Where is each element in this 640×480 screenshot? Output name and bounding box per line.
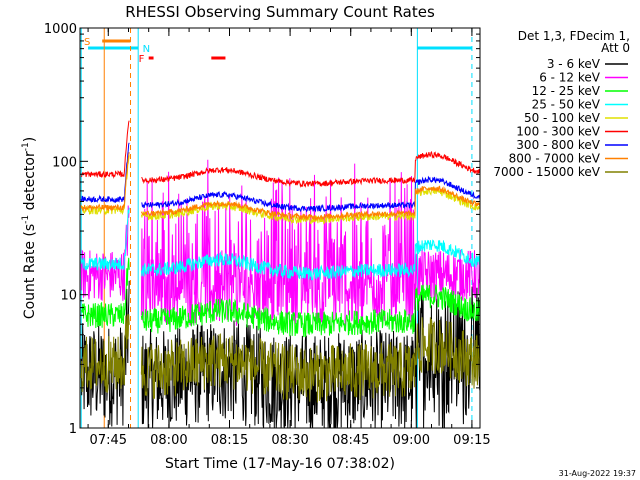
series-path — [140, 185, 481, 222]
chart-title: RHESSI Observing Summary Count Rates — [125, 3, 435, 21]
y-axis: 1 10 100 1000 — [44, 22, 480, 437]
flag-label: S — [84, 37, 90, 48]
series-path — [140, 159, 481, 327]
series-path — [140, 317, 481, 403]
x-tick-label: 08:00 — [150, 433, 187, 448]
series-path — [80, 280, 130, 427]
y-axis-label: Count Rate (s-1 detector-1) — [21, 137, 38, 319]
series-line — [80, 159, 481, 327]
series-path — [80, 152, 130, 213]
legend-entry-label: 7000 - 15000 keV — [493, 165, 600, 179]
legend-entry-label: 25 - 50 keV — [532, 98, 601, 112]
legend-header-line2: Att 0 — [601, 41, 630, 55]
legend-entry-label: 100 - 300 keV — [516, 125, 600, 139]
series-path — [141, 150, 481, 188]
y-tick-label: 100 — [52, 155, 77, 170]
legend-entry-label: 6 - 12 keV — [539, 71, 601, 85]
series-line — [80, 314, 481, 403]
x-tick-label: 08:15 — [211, 433, 248, 448]
legend-entry-label: 800 - 7000 keV — [509, 152, 601, 166]
flag-label: F — [139, 54, 145, 65]
series-path — [80, 257, 130, 329]
series-path — [80, 205, 130, 302]
x-tick-label: 08:45 — [332, 433, 369, 448]
legend-entry-label: 300 - 800 keV — [516, 138, 600, 152]
y-tick-label: 1000 — [44, 22, 77, 37]
series-path — [80, 314, 130, 393]
y-tick-label: 1 — [69, 422, 77, 437]
legend-header-line1: Det 1,3, FDecim 1, — [518, 29, 630, 43]
series-line — [80, 155, 481, 225]
series-line — [80, 207, 481, 281]
x-axis-label: Start Time (17-May-16 07:38:02) — [165, 456, 395, 472]
legend-entry-label: 3 - 6 keV — [547, 57, 601, 71]
series-path — [80, 207, 130, 271]
plot-frame — [79, 27, 481, 429]
series-path — [140, 239, 481, 281]
series-path — [140, 186, 481, 225]
legend-entry-label: 12 - 25 keV — [532, 84, 601, 98]
plot-area: S NF — [80, 28, 481, 429]
x-tick-label: 07:45 — [90, 433, 127, 448]
legend-entry-label: 50 - 100 keV — [524, 111, 601, 125]
series-line — [80, 142, 481, 213]
series-path — [80, 142, 130, 204]
series-path — [140, 284, 481, 338]
x-tick-label: 09:15 — [453, 433, 490, 448]
series-path — [80, 120, 130, 179]
series-path — [80, 155, 130, 216]
series-line — [80, 152, 481, 222]
x-tick-label: 08:30 — [271, 433, 308, 448]
y-tick-label: 10 — [60, 289, 77, 304]
plot-timestamp: 31-Aug-2022 19:37 — [559, 469, 636, 478]
series-line — [80, 257, 481, 338]
x-tick-label: 09:00 — [393, 433, 430, 448]
flag-label: N — [143, 44, 150, 55]
x-axis: 07:45 08:00 08:15 08:30 08:45 09:00 09:15 — [87, 28, 491, 448]
series-line — [80, 120, 481, 188]
series-path — [141, 175, 481, 213]
